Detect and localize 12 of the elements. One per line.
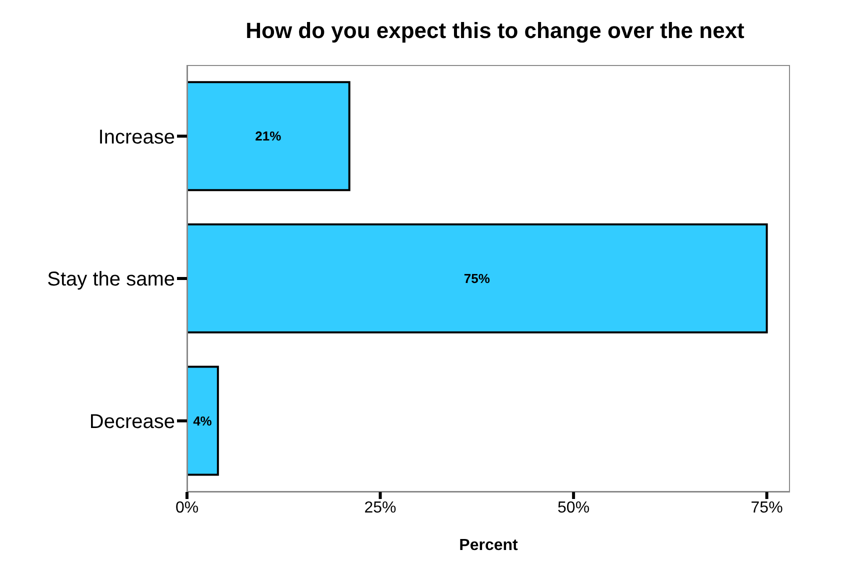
y-tick-label: Stay the same	[47, 268, 175, 291]
y-tick-label: Decrease	[89, 410, 175, 433]
data-label: 21%	[255, 128, 282, 144]
x-tick-label: 75%	[750, 499, 783, 516]
x-axis-title: Percent	[459, 537, 519, 554]
x-tick-label: 0%	[175, 499, 199, 516]
y-tick-label: Increase	[98, 126, 175, 148]
x-tick-label: 25%	[364, 499, 396, 516]
data-label: 75%	[464, 271, 490, 286]
data-label: 4%	[193, 413, 212, 428]
chart-title: How do you expect this to change over the next	[244, 18, 746, 44]
x-tick-label: 50%	[558, 499, 590, 516]
